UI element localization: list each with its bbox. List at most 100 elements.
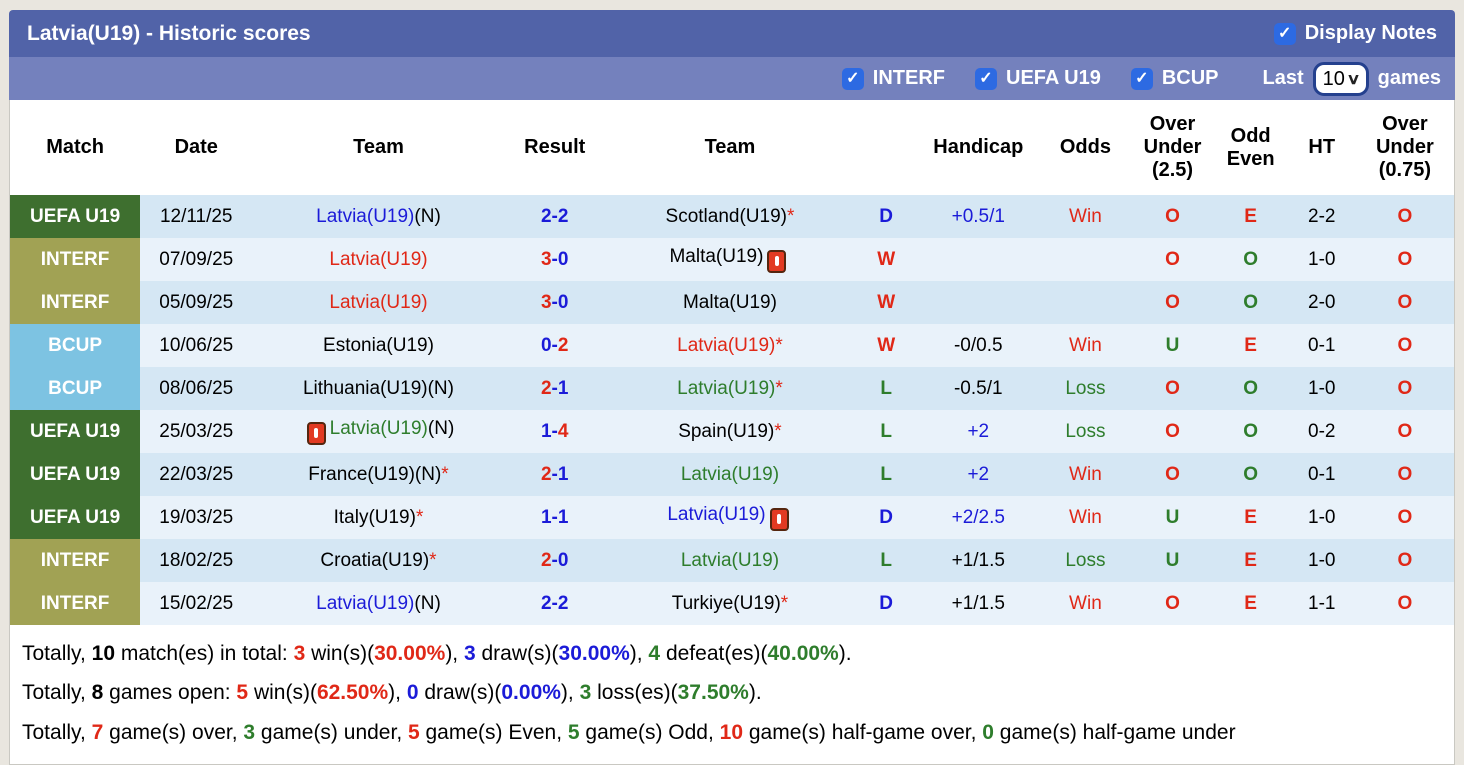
away-score: 4 (557, 420, 569, 442)
summary-segment: 3 (243, 720, 256, 744)
over-under-25-cell: O (1165, 205, 1180, 227)
red-card-icon (306, 422, 326, 445)
checkbox-icon[interactable]: ✓ (975, 67, 997, 90)
away-score: 1 (557, 506, 569, 528)
table-row: INTERF 18/02/25 Croatia(U19)* 2-0 Latvia(U19… (10, 539, 1454, 582)
wdl-cell: D (879, 506, 894, 528)
team-name: Spain(U19) (678, 420, 775, 442)
halftime-score-cell: 1-1 (1308, 592, 1336, 614)
red-card-icon (769, 508, 789, 531)
team-suffix: (N) (427, 377, 454, 399)
odds-cell: Win (1069, 205, 1102, 227)
wdl-cell: L (880, 463, 892, 485)
summary-segment: game(s) Even, (419, 720, 568, 744)
result-cell: 2-0 (505, 539, 605, 582)
away-score: 2 (557, 592, 569, 614)
display-notes-toggle[interactable]: ✓ Display Notes (1273, 22, 1437, 45)
team-name: Latvia(U19) (329, 248, 428, 270)
over-under-075-cell: O (1397, 248, 1413, 270)
column-header-match: Match (10, 100, 141, 195)
handicap-cell: +1/1.5 (951, 592, 1005, 614)
over-under-25-cell: O (1165, 592, 1180, 614)
summary-segment: ), (629, 642, 649, 665)
historic-scores-table: Match Date Team Result Team Handicap Odds Over … (10, 100, 1454, 625)
result-cell: 2-2 (505, 582, 605, 625)
filter-label: UEFA U19 (1006, 67, 1101, 89)
team-name: Latvia(U19) (680, 549, 780, 571)
games-count-select-wrap[interactable]: 10 ∨ (1312, 61, 1369, 96)
summary-segment: game(s) over, (103, 720, 244, 744)
competition-badge: UEFA U19 (10, 195, 141, 238)
halftime-score-cell: 1-0 (1308, 377, 1336, 399)
date-cell: 10/06/25 (159, 334, 234, 356)
score-dash: - (551, 377, 558, 399)
summary-segment: ), (388, 681, 407, 705)
summary-segment: 7 (91, 720, 104, 744)
team-name: Latvia(U19) (316, 205, 415, 227)
filter-checkbox-interf[interactable]: ✓ INTERF (841, 67, 945, 90)
odds-cell: Loss (1065, 420, 1106, 442)
halftime-score-cell: 0-2 (1308, 420, 1336, 442)
summary-segment: games open: (103, 681, 237, 705)
summary-segment: 10 (719, 720, 744, 744)
team-cell-away: Latvia(U19) (605, 496, 855, 539)
checkbox-icon[interactable]: ✓ (1130, 67, 1153, 90)
table-header-row: Match Date Team Result Team Handicap Odds Over … (10, 100, 1454, 195)
wdl-cell: L (880, 377, 892, 399)
team-cell-away: Latvia(U19)* (605, 324, 855, 367)
competition-badge: UEFA U19 (10, 410, 141, 453)
summary-segment: 40.00% (767, 642, 839, 665)
table-row: UEFA U19 12/11/25 Latvia(U19)(N) 2-2 Scotlan… (10, 195, 1454, 238)
summary-segment: 30.00% (558, 642, 630, 665)
team-cell-away: Malta(U19) (605, 238, 855, 281)
summary-segment: ), (445, 642, 464, 665)
home-advantage-star: * (780, 592, 789, 614)
summary-segment: match(es) in total: (115, 642, 294, 665)
halftime-score-cell: 2-0 (1308, 291, 1336, 313)
result-cell: 1-1 (505, 496, 605, 539)
over-under-075-cell: O (1397, 592, 1413, 614)
date-cell: 18/02/25 (159, 549, 234, 571)
date-cell: 19/03/25 (159, 506, 234, 528)
games-count-select[interactable]: 10 (1322, 67, 1348, 90)
table-row: UEFA U19 25/03/25 Latvia(U19)(N) 1-4 Spain(U… (10, 410, 1454, 453)
over-under-075-cell: O (1397, 205, 1413, 227)
handicap-cell: -0/0.5 (953, 334, 1003, 356)
team-suffix: (N) (414, 463, 442, 485)
handicap-cell: +0.5/1 (951, 205, 1005, 227)
competition-badge: UEFA U19 (10, 496, 141, 539)
team-name: Latvia(U19) (667, 504, 766, 525)
over-under-075-cell: O (1397, 420, 1413, 442)
column-header-result: Result (504, 100, 605, 195)
display-notes-checkbox-icon[interactable]: ✓ (1273, 22, 1296, 45)
home-advantage-star: * (774, 420, 782, 442)
summary-line-2: Totally, 8 games open: 5 win(s)(62.50%),… (22, 673, 1442, 712)
red-card-icon (767, 250, 787, 273)
scores-panel: Match Date Team Result Team Handicap Odds Over … (9, 100, 1455, 765)
summary-segment: 30.00% (374, 642, 446, 665)
filter-checkbox-uefa-u19[interactable]: ✓ UEFA U19 (975, 67, 1101, 90)
wdl-cell: L (880, 549, 892, 571)
score-dash: - (551, 248, 558, 270)
checkbox-icon[interactable]: ✓ (841, 67, 864, 90)
summary-segment: game(s) under, (255, 720, 408, 744)
summary-segment: draw(s)( (475, 642, 559, 665)
over-under-25-cell: O (1165, 248, 1180, 270)
red-card-bar (774, 256, 779, 266)
over-under-25-cell: U (1165, 506, 1180, 528)
team-cell-away: Latvia(U19) (605, 453, 855, 496)
historic-scores-widget: Latvia(U19) - Historic scores ✓ Display … (9, 10, 1455, 765)
summary-segment: game(s) half-game over, (743, 720, 983, 744)
column-header-odds: Odds (1039, 100, 1132, 195)
competition-badge: BCUP (10, 367, 141, 410)
handicap-cell (917, 238, 1039, 281)
table-row: INTERF 15/02/25 Latvia(U19)(N) 2-2 Turkiye(U… (10, 582, 1454, 625)
odds-cell: Loss (1065, 377, 1106, 399)
score-dash: - (551, 592, 558, 614)
filter-checkbox-bcup[interactable]: ✓ BCUP (1130, 67, 1219, 90)
away-score: 0 (557, 549, 569, 571)
filter-label: INTERF (872, 67, 945, 89)
over-under-075-cell: O (1397, 463, 1413, 485)
summary-segment: Totally, (22, 720, 92, 744)
home-advantage-star: * (441, 463, 449, 485)
